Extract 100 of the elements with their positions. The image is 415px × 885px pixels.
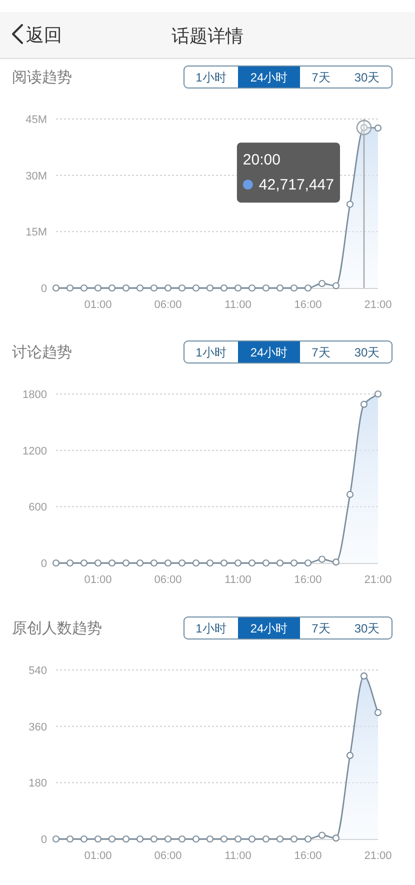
point xyxy=(276,284,284,292)
point xyxy=(94,284,102,292)
tab-label: 24小时 xyxy=(250,70,288,84)
point xyxy=(374,390,382,398)
point xyxy=(220,559,228,567)
tab-label: 30天 xyxy=(354,70,380,84)
x-tick-label: 16:00 xyxy=(294,574,322,586)
point xyxy=(136,559,144,567)
back-label: 返回 xyxy=(26,25,62,45)
point xyxy=(332,282,340,290)
point xyxy=(220,835,228,843)
point xyxy=(346,200,354,208)
point xyxy=(164,835,172,843)
x-tick-label: 11:00 xyxy=(224,299,252,311)
x-tick-label: 01:00 xyxy=(84,850,112,862)
x-tick-label: 21:00 xyxy=(364,299,392,311)
point xyxy=(290,559,298,567)
x-tick-label: 21:00 xyxy=(364,574,392,586)
point xyxy=(276,835,284,843)
tab-label: 7天 xyxy=(312,346,330,360)
point xyxy=(346,490,354,498)
point xyxy=(318,832,326,839)
point xyxy=(52,284,60,292)
y-tick-label: 0 xyxy=(40,834,47,846)
point xyxy=(318,556,326,563)
point xyxy=(220,284,228,292)
point xyxy=(94,559,102,567)
x-tick-label: 11:00 xyxy=(224,574,252,586)
x-tick-label: 06:00 xyxy=(154,299,182,311)
point xyxy=(304,559,312,567)
y-tick-label: 180 xyxy=(28,778,47,790)
point xyxy=(80,284,88,292)
point xyxy=(332,834,340,842)
point xyxy=(122,835,130,843)
tab-label: 30天 xyxy=(354,622,380,636)
point xyxy=(374,124,382,132)
y-tick-label: 360 xyxy=(28,721,47,734)
point xyxy=(122,559,130,567)
point xyxy=(122,284,130,292)
point xyxy=(206,284,214,292)
tab-label: 7天 xyxy=(312,70,330,84)
point xyxy=(248,835,256,843)
x-tick-label: 01:00 xyxy=(84,574,112,586)
tab-label: 7天 xyxy=(312,622,330,636)
tooltip-title: 20:00 xyxy=(242,152,280,169)
point xyxy=(290,284,298,292)
y-tick-label: 0 xyxy=(40,558,47,570)
point xyxy=(178,835,186,843)
x-tick-label: 16:00 xyxy=(294,850,322,862)
point xyxy=(290,835,298,843)
point xyxy=(234,284,242,292)
x-tick-label: 21:00 xyxy=(364,850,392,862)
tooltip-value: 42,717,447 xyxy=(258,176,334,194)
point xyxy=(164,559,172,567)
chart-title: 讨论趋势 xyxy=(12,344,72,361)
point xyxy=(150,284,158,292)
x-tick-label: 01:00 xyxy=(84,299,112,311)
point xyxy=(332,558,340,566)
point xyxy=(360,400,368,408)
y-tick-label: 1200 xyxy=(22,445,47,458)
point xyxy=(248,284,256,292)
point xyxy=(108,284,116,292)
point xyxy=(234,559,242,567)
chart-title: 原创人数趋势 xyxy=(12,620,102,637)
tab-label: 30天 xyxy=(354,346,380,360)
page-title: 话题详情 xyxy=(172,26,244,46)
point xyxy=(192,284,200,292)
point xyxy=(150,835,158,843)
point xyxy=(206,559,214,567)
point xyxy=(80,835,88,843)
point xyxy=(304,835,312,843)
point xyxy=(346,752,354,759)
point xyxy=(318,280,326,288)
y-tick-label: 600 xyxy=(28,502,47,514)
point xyxy=(52,559,60,567)
point xyxy=(276,559,284,567)
point xyxy=(178,284,186,292)
point xyxy=(108,559,116,567)
point xyxy=(52,835,60,843)
point xyxy=(374,709,382,716)
point xyxy=(80,559,88,567)
point xyxy=(192,559,200,567)
point xyxy=(360,672,368,680)
y-tick-label: 15M xyxy=(26,226,47,239)
point xyxy=(66,835,74,843)
point xyxy=(66,559,74,567)
chart-title: 阅读趋势 xyxy=(12,69,72,86)
x-tick-label: 16:00 xyxy=(294,299,322,311)
point xyxy=(262,559,270,567)
y-tick-label: 0 xyxy=(40,283,47,295)
point xyxy=(136,835,144,843)
tab-label: 24小时 xyxy=(250,346,288,360)
tab-label: 1小时 xyxy=(196,346,226,360)
y-tick-label: 540 xyxy=(28,665,47,677)
point xyxy=(262,284,270,292)
point xyxy=(178,559,186,567)
point xyxy=(248,559,256,567)
tab-label: 24小时 xyxy=(250,622,288,636)
point xyxy=(262,835,270,843)
point xyxy=(136,284,144,292)
